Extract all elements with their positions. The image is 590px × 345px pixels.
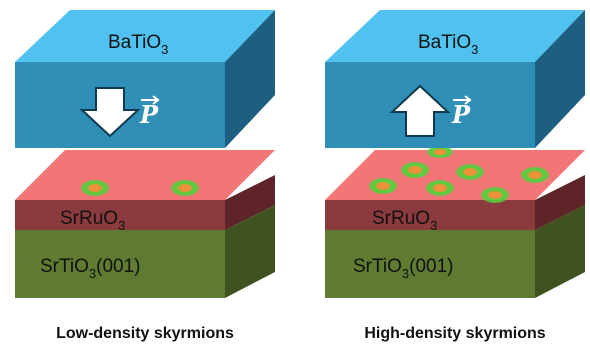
substrate-front [15,230,225,298]
caption-low-density: Low-density skyrmions [56,325,234,342]
substrate-label: SrTiO3(001) [353,256,454,281]
panel-left: P BaTiO3 SrRuO3 SrTiO3(001) Low-density … [15,10,275,342]
mid-layer-front [325,200,535,230]
skyrmion [369,178,397,194]
top-layer-top [15,10,275,62]
substrate-side [535,205,585,298]
mid-layer-side [535,175,585,230]
substrate-label: SrTiO3(001) [40,256,141,281]
caption-high-density: High-density skyrmions [364,325,545,342]
vector-arrow-icon [453,95,472,105]
top-layer-label: BaTiO3 [108,32,168,57]
vector-arrow-icon [141,95,160,105]
skyrmion-layer [81,180,199,196]
top-layer-top [325,10,585,62]
arrow-up-icon [389,84,451,137]
mid-layer-top [15,150,275,200]
polarization-symbol: P [451,100,471,129]
skyrmion [426,180,454,196]
polarization-symbol: P [139,100,159,129]
top-layer-side [535,10,585,148]
substrate-front [325,230,535,298]
arrow-down-icon [79,87,141,138]
skyrmion [171,180,199,196]
skyrmion [481,187,509,203]
mid-layer-label: SrRuO3 [372,208,437,233]
skyrmion [521,167,549,183]
mid-layer-block [325,150,585,230]
mid-layer-label: SrRuO3 [60,208,125,233]
mid-layer-side [225,175,275,230]
top-layer-side [225,10,275,148]
polarization-label: P [139,95,160,129]
skyrmion [401,162,429,178]
polarization-label: P [451,95,472,129]
substrate-block [15,205,275,298]
skyrmion [427,146,453,158]
skyrmion [456,164,484,180]
top-layer-label: BaTiO3 [418,32,478,57]
skyrmion [81,180,109,196]
panel-right: P BaTiO3 SrRuO3 SrTiO3(001) High-density… [325,10,585,342]
substrate-side [225,205,275,298]
skyrmion-layer [369,146,549,203]
mid-layer-block [15,150,275,230]
substrate-block [325,205,585,298]
mid-layer-front [15,200,225,230]
